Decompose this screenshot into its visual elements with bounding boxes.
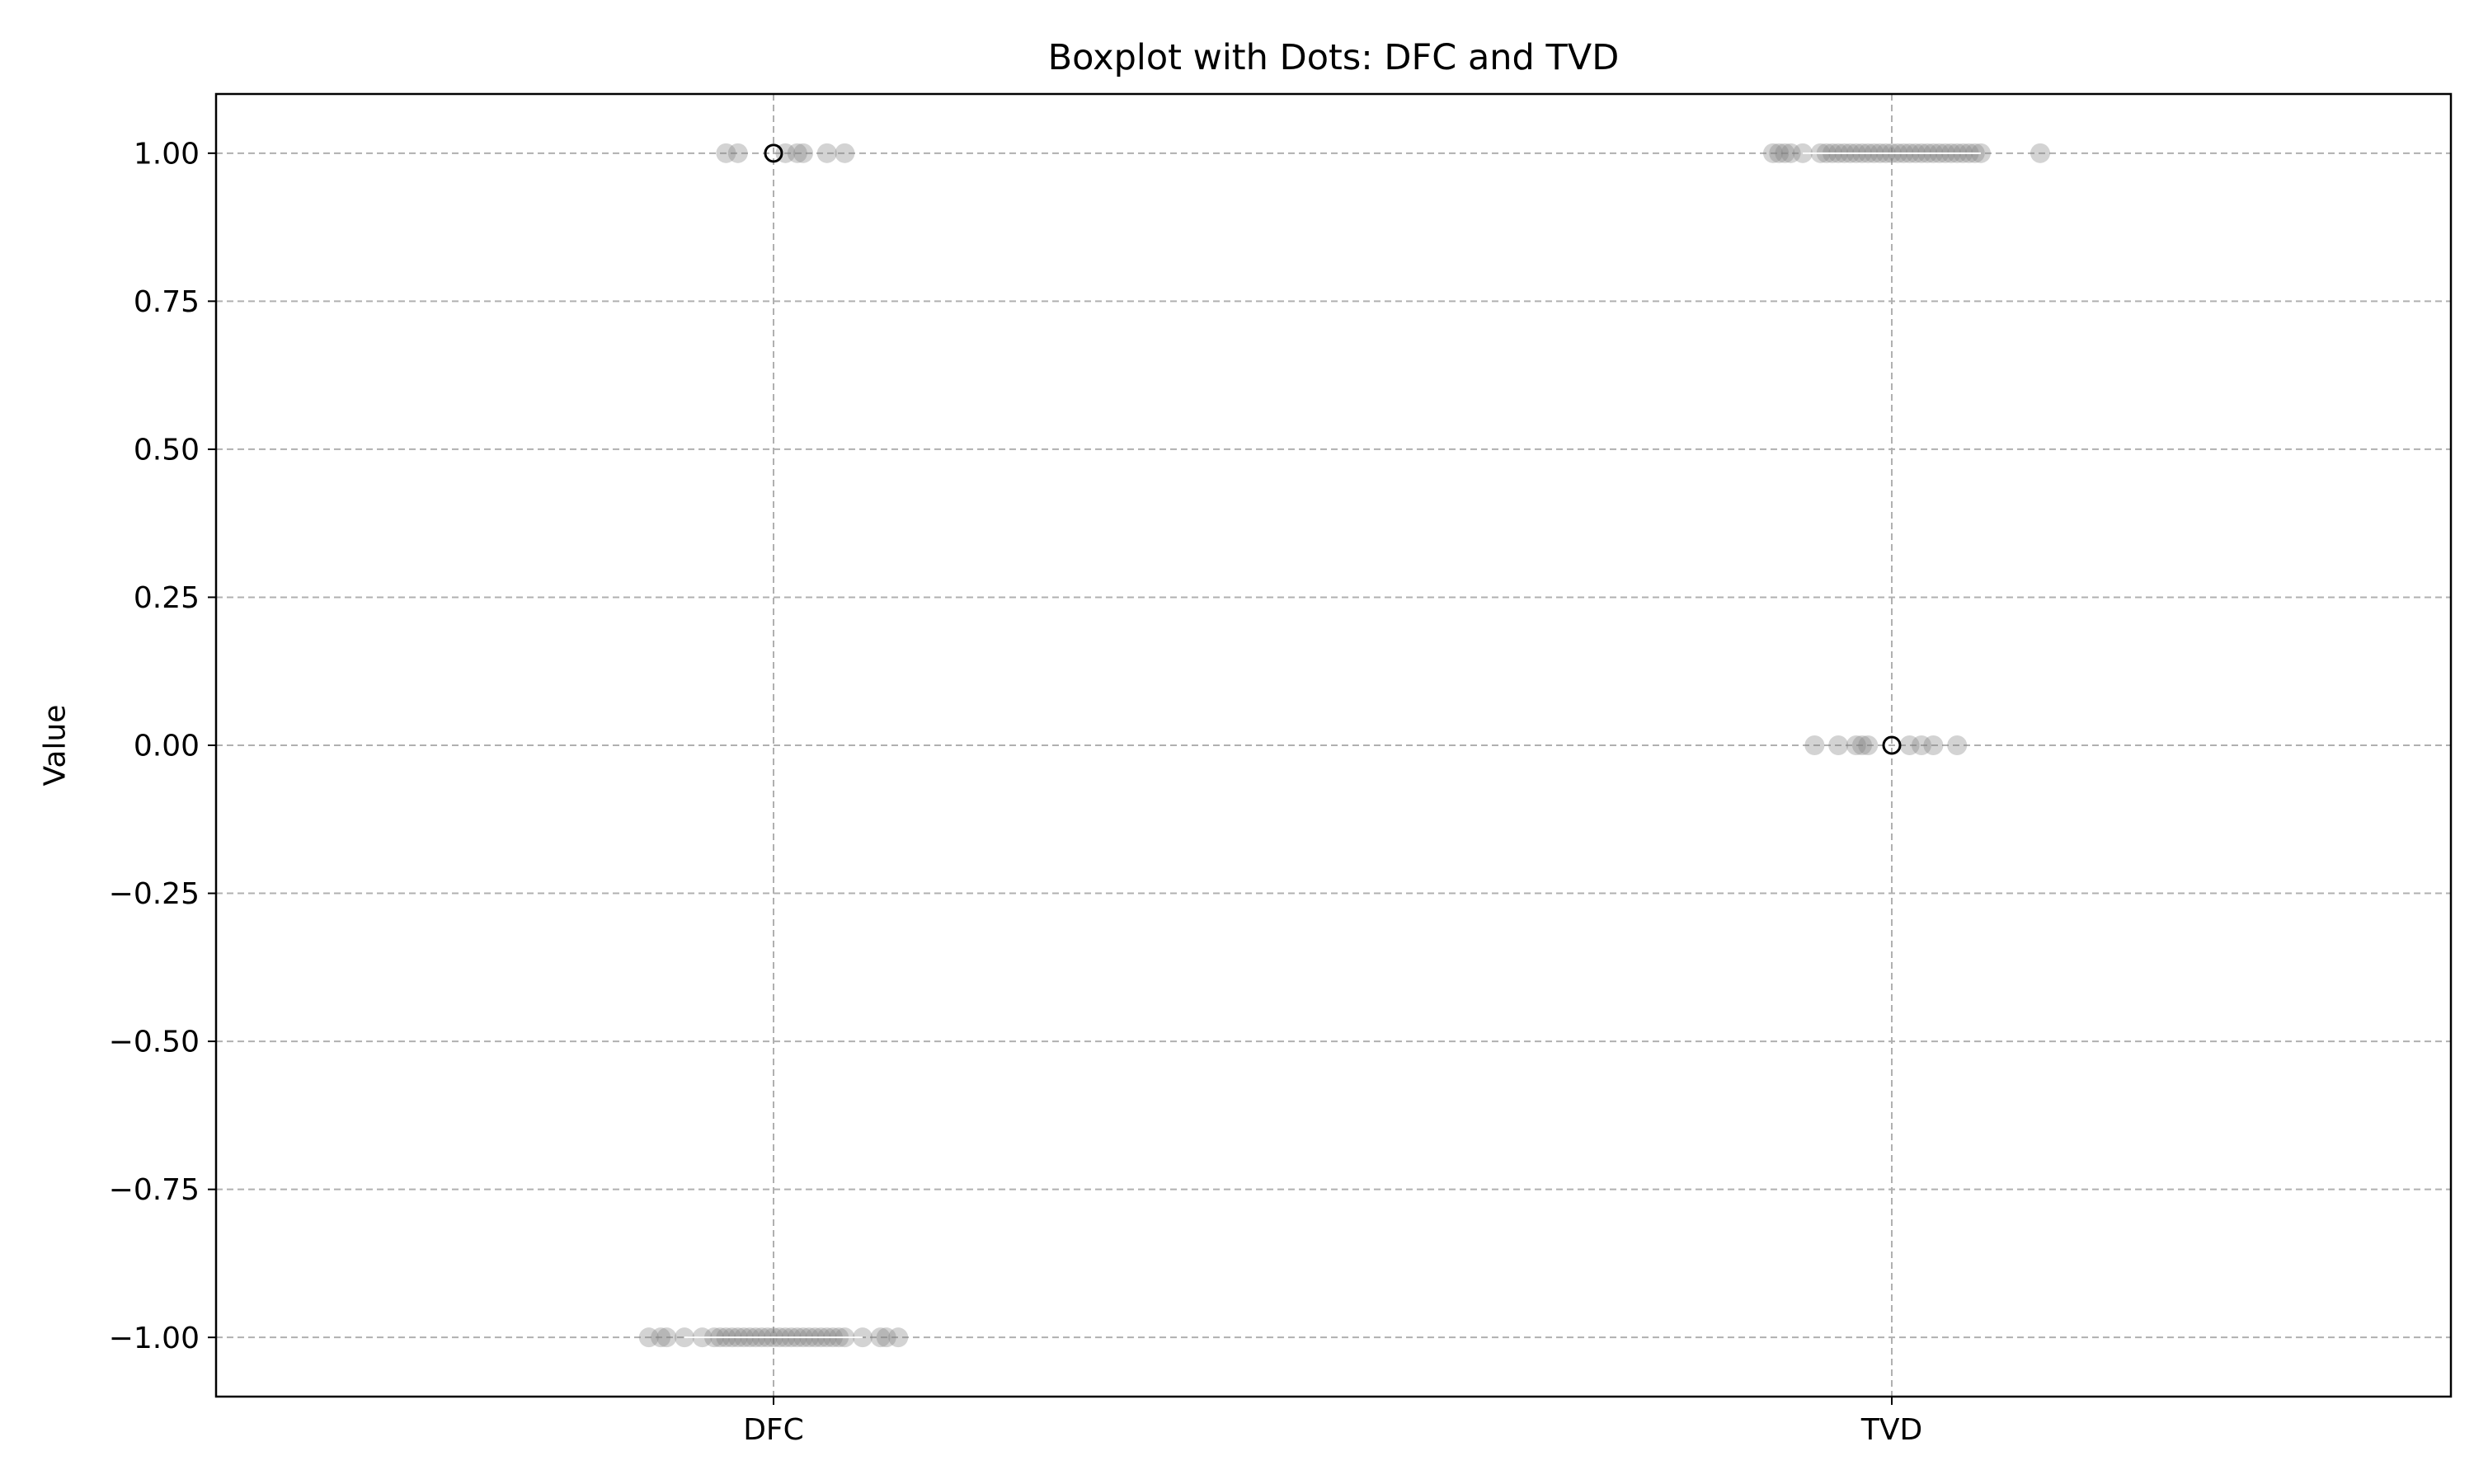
data-point (1912, 735, 1931, 755)
data-point (1852, 735, 1872, 755)
data-point (1828, 735, 1849, 755)
y-tick-label: −0.50 (109, 1026, 200, 1059)
chart-title: Boxplot with Dots: DFC and TVD (1048, 37, 1620, 78)
data-point (888, 1327, 909, 1348)
data-point (1923, 735, 1944, 755)
y-tick-label: 0.25 (134, 581, 200, 615)
y-tick-label: 0.50 (134, 434, 200, 467)
y-tick-label: 1.00 (134, 137, 200, 171)
data-point (1804, 735, 1825, 755)
data-point (716, 143, 736, 163)
data-point (2030, 143, 2050, 163)
x-tick-label: DFC (743, 1413, 804, 1447)
data-point (1775, 143, 1795, 163)
data-point (876, 1327, 896, 1348)
y-tick-label: 0.75 (134, 285, 200, 319)
data-point (793, 143, 813, 163)
data-point (1763, 143, 1783, 163)
data-point (816, 143, 837, 163)
data-point (727, 143, 748, 163)
outlier-marker (764, 143, 783, 163)
box-layer (684, 143, 1981, 1339)
data-point (1858, 735, 1879, 755)
data-point (787, 143, 807, 163)
y-tick-label: −0.75 (109, 1173, 200, 1207)
y-tick-label: −1.00 (109, 1322, 200, 1355)
data-point (656, 1327, 677, 1348)
data-point (651, 1327, 671, 1348)
data-point (1846, 735, 1866, 755)
y-tick-label: 0.00 (134, 730, 200, 763)
data-point (870, 1327, 891, 1348)
ticks-layer: 1.00 0.75 0.50 0.25 0.00 −0.25 −0.50 −0.75 −1.00… (109, 137, 1923, 1447)
data-point (1769, 143, 1790, 163)
data-point (1899, 735, 1920, 755)
data-point (835, 143, 855, 163)
outlier-marker (1882, 735, 1902, 755)
data-point (1947, 735, 1968, 755)
data-point (638, 1327, 659, 1348)
y-axis-title: Value (39, 705, 73, 787)
data-point (1780, 143, 1801, 163)
grid-layer (216, 94, 2451, 1397)
x-tick-label: TVD (1860, 1413, 1922, 1447)
y-tick-label: −0.25 (109, 877, 200, 911)
